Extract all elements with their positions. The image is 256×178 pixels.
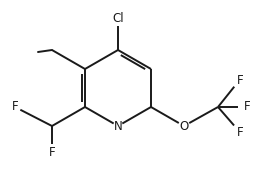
Text: F: F: [12, 101, 18, 114]
Text: N: N: [114, 119, 122, 132]
Text: F: F: [49, 145, 55, 158]
Text: O: O: [179, 119, 189, 132]
Text: F: F: [244, 101, 250, 114]
Text: Cl: Cl: [112, 12, 124, 25]
Text: F: F: [237, 74, 243, 87]
Text: F: F: [237, 125, 243, 138]
